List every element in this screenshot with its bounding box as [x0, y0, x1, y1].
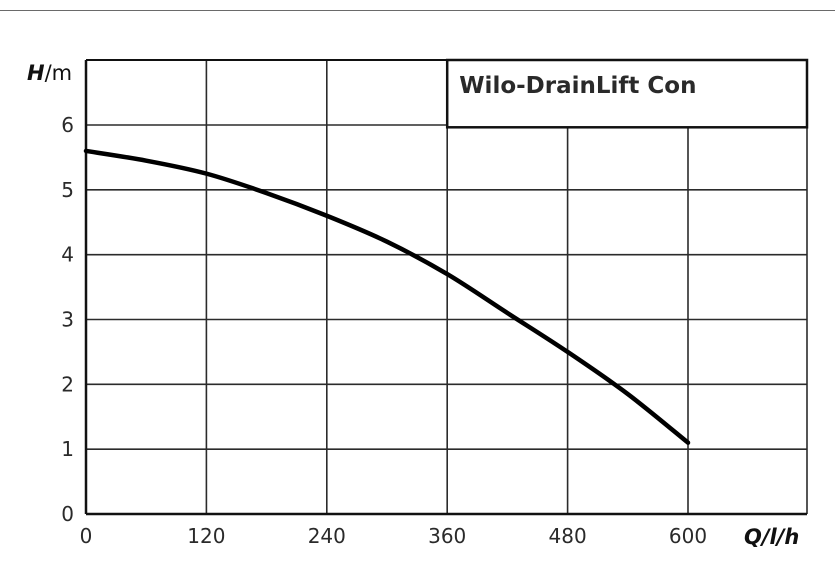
x-tick-label-600: 600: [669, 524, 707, 548]
series-group: [83, 148, 691, 445]
title-box: Wilo-DrainLift Con: [445, 58, 809, 129]
axes: [84, 60, 807, 516]
x-axis-label: Q/l/h: [744, 525, 799, 549]
y-tick-label-6: 6: [61, 113, 74, 137]
y-axis-symbol: H: [27, 61, 45, 85]
chart-title: Wilo-DrainLift Con: [459, 73, 696, 99]
top-rule: [0, 10, 835, 11]
y-axis-unit: /m: [45, 61, 73, 85]
x-tick-label-120: 120: [187, 524, 225, 548]
tick-labels: 0 1 2 3 4 5 6 0 120 240 360 480 600: [61, 113, 707, 548]
x-tick-label-480: 480: [549, 524, 587, 548]
y-tick-label-1: 1: [61, 437, 74, 461]
y-tick-label-4: 4: [61, 243, 74, 267]
y-axis-label: H/m: [27, 61, 72, 85]
x-axis-symbol: Q: [744, 525, 762, 549]
y-tick-label-2: 2: [61, 372, 74, 396]
x-tick-label-0: 0: [80, 524, 93, 548]
x-tick-label-360: 360: [428, 524, 466, 548]
y-tick-label-3: 3: [61, 308, 74, 332]
title-box-frame: [445, 58, 809, 129]
y-tick-label-0: 0: [61, 502, 74, 526]
x-axis-unit: /l/h: [759, 525, 800, 549]
y-tick-label-5: 5: [61, 178, 74, 202]
x-tick-label-240: 240: [308, 524, 346, 548]
series-line-0: [83, 148, 691, 445]
